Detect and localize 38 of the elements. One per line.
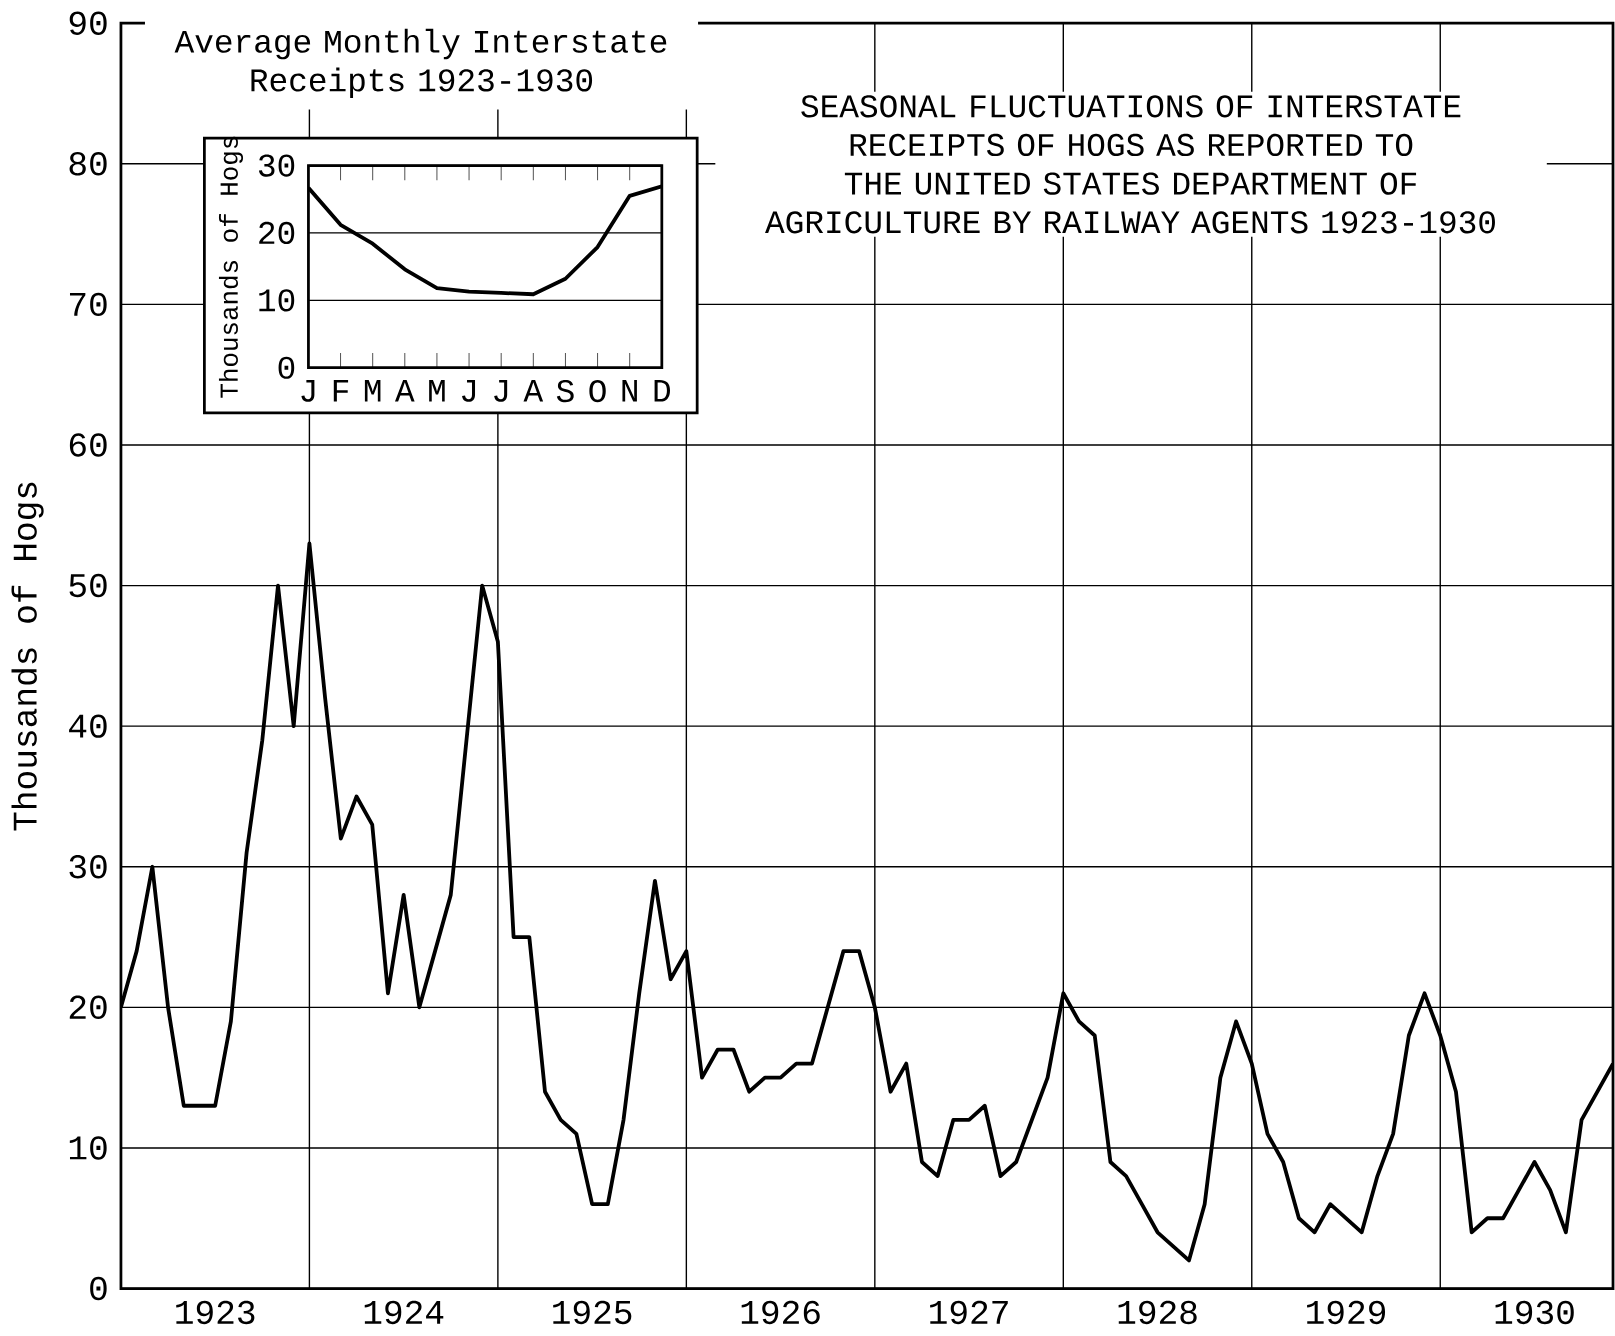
x-tick-label: N [622, 380, 637, 402]
x-tick-label: J [301, 380, 315, 403]
x-tick-label: 1929 [1307, 1300, 1386, 1325]
x-tick-label: D [654, 380, 671, 402]
x-tick-label: 1928 [1118, 1300, 1197, 1325]
x-tick-label: A [523, 380, 544, 402]
y-axis-title: Thousands of Hogs [218, 137, 244, 398]
x-tick-label: 1927 [930, 1300, 1008, 1325]
x-tick-label: F [333, 380, 349, 402]
y-tick-label: 40 [69, 714, 107, 739]
x-tick-label: S [556, 380, 574, 403]
y-tick-label: 20 [69, 995, 107, 1020]
chart-title: Average Monthly Interstate Receipts 1923-1930 [174, 28, 667, 99]
y-tick-label: 0 [278, 356, 295, 380]
x-tick-label: 1925 [553, 1300, 632, 1325]
y-tick-label: 70 [69, 292, 107, 317]
x-tick-label: M [364, 380, 381, 402]
x-tick-label: M [429, 380, 445, 402]
y-tick-label: 0 [90, 1276, 107, 1301]
x-tick-label: 1926 [741, 1300, 820, 1325]
y-tick-label: 20 [259, 221, 295, 245]
x-tick-label: 1930 [1495, 1300, 1574, 1325]
x-tick-label: 1923 [176, 1300, 255, 1325]
text: SEASONAL FLUCTUATIONS OF INTERSTATE RECEIPTS OF HOGS AS REPORTED TO THE UNITED STATES DEPARTMENT OF AGRICULTURE BY RAILWAY AGENTS 1923-1930 [765, 95, 1495, 234]
x-tick-label: J [494, 380, 508, 403]
y-tick-label: 10 [259, 289, 295, 312]
y-tick-label: 30 [258, 154, 295, 177]
y-tick-label: 60 [69, 433, 107, 457]
y-axis-title: Thousands of Hogs [11, 482, 44, 831]
x-tick-label: 1924 [364, 1300, 444, 1325]
y-tick-label: 90 [69, 11, 107, 36]
y-tick-label: 50 [69, 574, 107, 598]
x-tick-label: A [394, 380, 415, 402]
x-tick-label: O [589, 380, 606, 403]
x-tick-label: J [462, 380, 476, 403]
y-tick-label: 80 [69, 152, 107, 176]
y-tick-label: 10 [69, 1136, 107, 1160]
y-tick-label: 30 [69, 855, 107, 879]
